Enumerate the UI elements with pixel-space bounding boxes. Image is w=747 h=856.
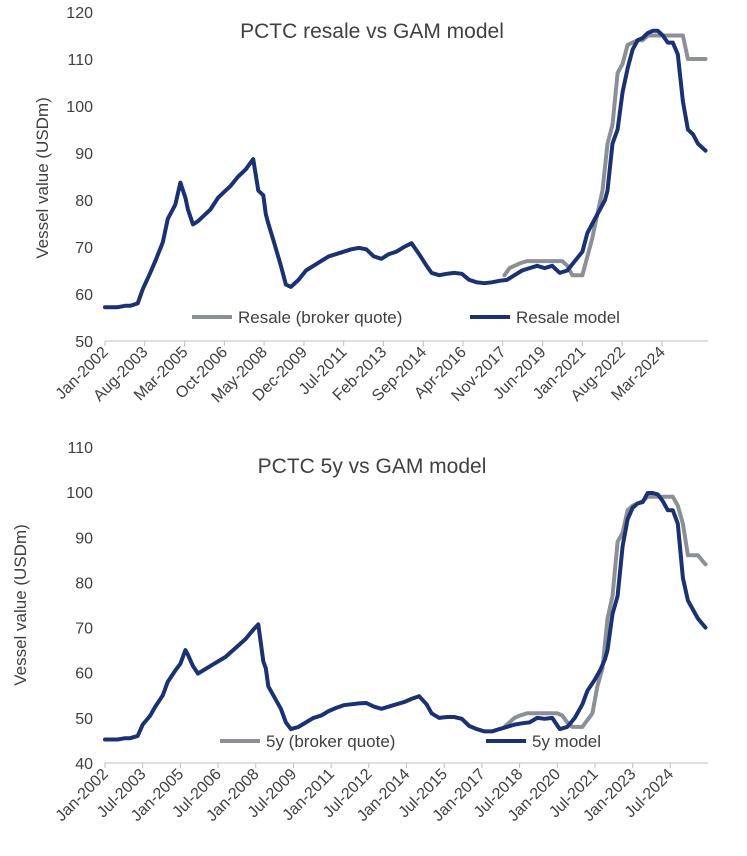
legend-label-5y-broker: 5y (broker quote)	[266, 732, 395, 751]
legend-label-5y-model: 5y model	[532, 732, 601, 751]
y-tick-label: 90	[75, 530, 93, 547]
y-tick-label: 80	[75, 193, 93, 210]
series-line-resale-broker-quote	[502, 33, 708, 278]
y-tick-label: 50	[75, 334, 93, 351]
legend: Resale (broker quote) Resale model	[192, 308, 620, 327]
series-line-5y-model	[103, 491, 708, 742]
y-axis-label: Vessel value (USDm)	[33, 97, 52, 259]
y-tick-label: 110	[67, 440, 93, 457]
y-tick-label: 110	[67, 52, 93, 69]
chart-title: PCTC 5y vs GAM model	[258, 455, 487, 478]
y-tick-label: 70	[75, 240, 93, 257]
axes: 5060708090100110120Jan-2002Aug-2003Mar-2…	[53, 5, 708, 406]
y-tick-label: 120	[66, 5, 93, 22]
y-tick-label: 100	[66, 485, 93, 502]
y-axis-label: Vessel value (USDm)	[11, 524, 30, 686]
y-tick-label: 40	[75, 756, 93, 773]
series-line-resale-model	[103, 28, 708, 310]
y-tick-label: 60	[75, 287, 93, 304]
plot-lines	[103, 28, 708, 310]
legend-label-resale-model: Resale model	[516, 308, 620, 327]
legend: 5y (broker quote) 5y model	[220, 732, 601, 751]
y-tick-label: 60	[75, 666, 93, 683]
y-tick-label: 70	[75, 621, 93, 638]
chart-resale: PCTC resale vs GAM model Vessel value (U…	[33, 5, 708, 406]
y-tick-label: 80	[75, 575, 93, 592]
chart-5y: PCTC 5y vs GAM model Vessel value (USDm)…	[11, 440, 708, 825]
series-line-5y-broker-quote	[502, 494, 708, 729]
legend-label-resale-broker: Resale (broker quote)	[238, 308, 402, 327]
y-tick-label: 100	[66, 99, 93, 116]
chart-title: PCTC resale vs GAM model	[240, 20, 504, 43]
y-tick-label: 90	[75, 146, 93, 163]
y-tick-label: 50	[75, 711, 93, 728]
plot-lines	[103, 491, 708, 742]
